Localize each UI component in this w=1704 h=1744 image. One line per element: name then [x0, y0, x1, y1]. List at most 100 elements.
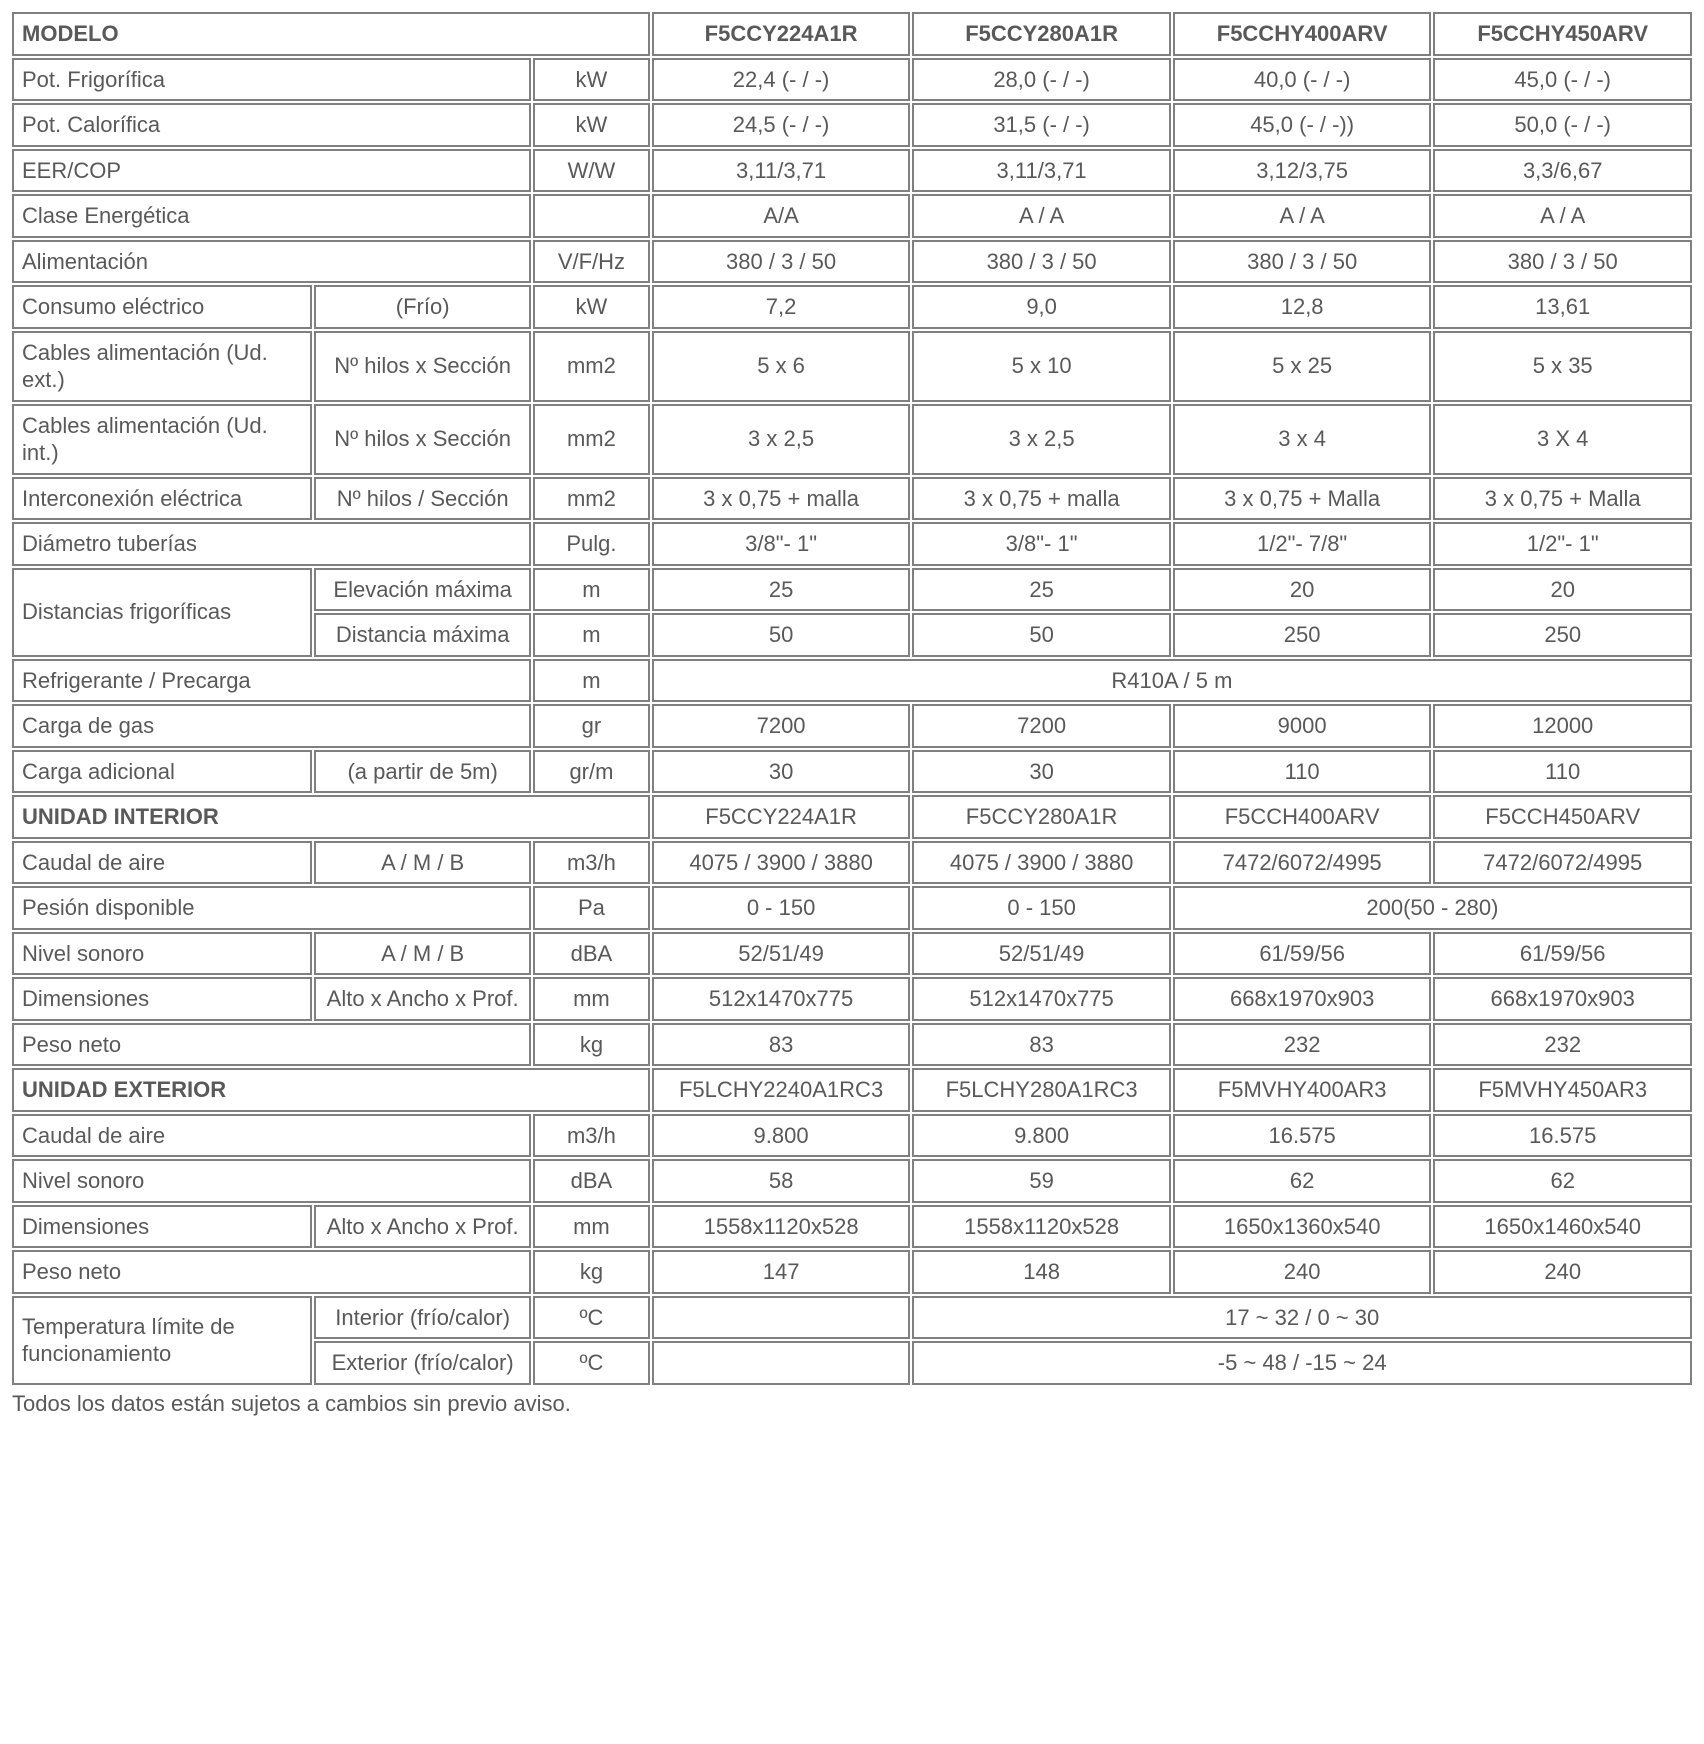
row-unit: kW — [533, 285, 650, 329]
cell: 9000 — [1173, 704, 1432, 748]
row-label: Dimensiones — [12, 1205, 312, 1249]
cell: 0 - 150 — [912, 886, 1171, 930]
cell: 83 — [912, 1023, 1171, 1067]
int-model: F5CCY224A1R — [652, 795, 911, 839]
cell: 240 — [1433, 1250, 1692, 1294]
row-sub: (Frío) — [314, 285, 531, 329]
cell: 5 x 25 — [1173, 331, 1432, 402]
row-unit: mm2 — [533, 404, 650, 475]
cell: 3,11/3,71 — [652, 149, 911, 193]
row-label: Caudal de aire — [12, 841, 312, 885]
cell: 40,0 (- / -) — [1173, 58, 1432, 102]
row-unit: m — [533, 613, 650, 657]
cell: 13,61 — [1433, 285, 1692, 329]
row-sub: Exterior (frío/calor) — [314, 1341, 531, 1385]
row-sub: Interior (frío/calor) — [314, 1296, 531, 1340]
cell: 83 — [652, 1023, 911, 1067]
cell: 58 — [652, 1159, 911, 1203]
row-label: Caudal de aire — [12, 1114, 531, 1158]
cell: 1558x1120x528 — [912, 1205, 1171, 1249]
row-sub: Alto x Ancho x Prof. — [314, 1205, 531, 1249]
row-unit: m3/h — [533, 1114, 650, 1158]
row-label: Alimentación — [12, 240, 531, 284]
cell: 50 — [912, 613, 1171, 657]
cell: 12000 — [1433, 704, 1692, 748]
row-label: Peso neto — [12, 1023, 531, 1067]
cell: 12,8 — [1173, 285, 1432, 329]
row-label: Dimensiones — [12, 977, 312, 1021]
model-3: F5CCHY450ARV — [1433, 12, 1692, 56]
cell: 9.800 — [652, 1114, 911, 1158]
cell: 7200 — [912, 704, 1171, 748]
cell: 3/8"- 1" — [652, 522, 911, 566]
cell: 9,0 — [912, 285, 1171, 329]
cell: 0 - 150 — [652, 886, 911, 930]
header-modelo: MODELO — [12, 12, 650, 56]
row-unit: V/F/Hz — [533, 240, 650, 284]
int-model: F5CCH450ARV — [1433, 795, 1692, 839]
cell: 5 x 35 — [1433, 331, 1692, 402]
row-unit: Pulg. — [533, 522, 650, 566]
row-unit: kg — [533, 1023, 650, 1067]
row-label: Consumo eléctrico — [12, 285, 312, 329]
cell: 380 / 3 / 50 — [1173, 240, 1432, 284]
cell: 512x1470x775 — [652, 977, 911, 1021]
row-label: Clase Energética — [12, 194, 531, 238]
cell: 3,12/3,75 — [1173, 149, 1432, 193]
row-unit: kW — [533, 58, 650, 102]
cell: 52/51/49 — [652, 932, 911, 976]
cell: 240 — [1173, 1250, 1432, 1294]
footnote-text: Todos los datos están sujetos a cambios … — [10, 1387, 1694, 1417]
cell: 25 — [652, 568, 911, 612]
row-label: EER/COP — [12, 149, 531, 193]
cell: 20 — [1173, 568, 1432, 612]
cell: 7200 — [652, 704, 911, 748]
cell: 380 / 3 / 50 — [912, 240, 1171, 284]
cell: 110 — [1433, 750, 1692, 794]
row-unit: kW — [533, 103, 650, 147]
cell: 62 — [1173, 1159, 1432, 1203]
cell: 250 — [1173, 613, 1432, 657]
row-label: Cables alimentación (Ud. ext.) — [12, 331, 312, 402]
cell: 24,5 (- / -) — [652, 103, 911, 147]
cell: 1650x1460x540 — [1433, 1205, 1692, 1249]
row-unit — [533, 194, 650, 238]
row-unit: dBA — [533, 1159, 650, 1203]
row-unit: mm2 — [533, 477, 650, 521]
row-unit: mm — [533, 977, 650, 1021]
cell: 28,0 (- / -) — [912, 58, 1171, 102]
cell: A / A — [1173, 194, 1432, 238]
row-unit: m — [533, 659, 650, 703]
row-sub: Elevación máxima — [314, 568, 531, 612]
ext-model: F5LCHY2240A1RC3 — [652, 1068, 911, 1112]
row-unit: kg — [533, 1250, 650, 1294]
cell: A / A — [912, 194, 1171, 238]
row-unit: gr — [533, 704, 650, 748]
row-sub: Nº hilos / Sección — [314, 477, 531, 521]
cell: 7,2 — [652, 285, 911, 329]
cell: 52/51/49 — [912, 932, 1171, 976]
temp-label: Temperatura límite de funcionamiento — [12, 1296, 312, 1385]
cell: A/A — [652, 194, 911, 238]
unidad-interior-label: UNIDAD INTERIOR — [12, 795, 650, 839]
cell: 3 x 0,75 + Malla — [1173, 477, 1432, 521]
cell: 30 — [652, 750, 911, 794]
row-sub: Distancia máxima — [314, 613, 531, 657]
carga-adicional-label: Carga adicional — [12, 750, 312, 794]
row-unit: dBA — [533, 932, 650, 976]
cell: 3 x 4 — [1173, 404, 1432, 475]
distancias-label: Distancias frigoríficas — [12, 568, 312, 657]
row-label: Peso neto — [12, 1250, 531, 1294]
model-2: F5CCHY400ARV — [1173, 12, 1432, 56]
row-sub: A / M / B — [314, 932, 531, 976]
cell: 16.575 — [1173, 1114, 1432, 1158]
row-sub: A / M / B — [314, 841, 531, 885]
refrigerante-label: Refrigerante / Precarga — [12, 659, 531, 703]
row-unit: Pa — [533, 886, 650, 930]
cell: 5 x 6 — [652, 331, 911, 402]
cell: 3 x 2,5 — [652, 404, 911, 475]
cell: 232 — [1433, 1023, 1692, 1067]
row-unit: mm — [533, 1205, 650, 1249]
row-sub: Nº hilos x Sección — [314, 331, 531, 402]
cell: 31,5 (- / -) — [912, 103, 1171, 147]
